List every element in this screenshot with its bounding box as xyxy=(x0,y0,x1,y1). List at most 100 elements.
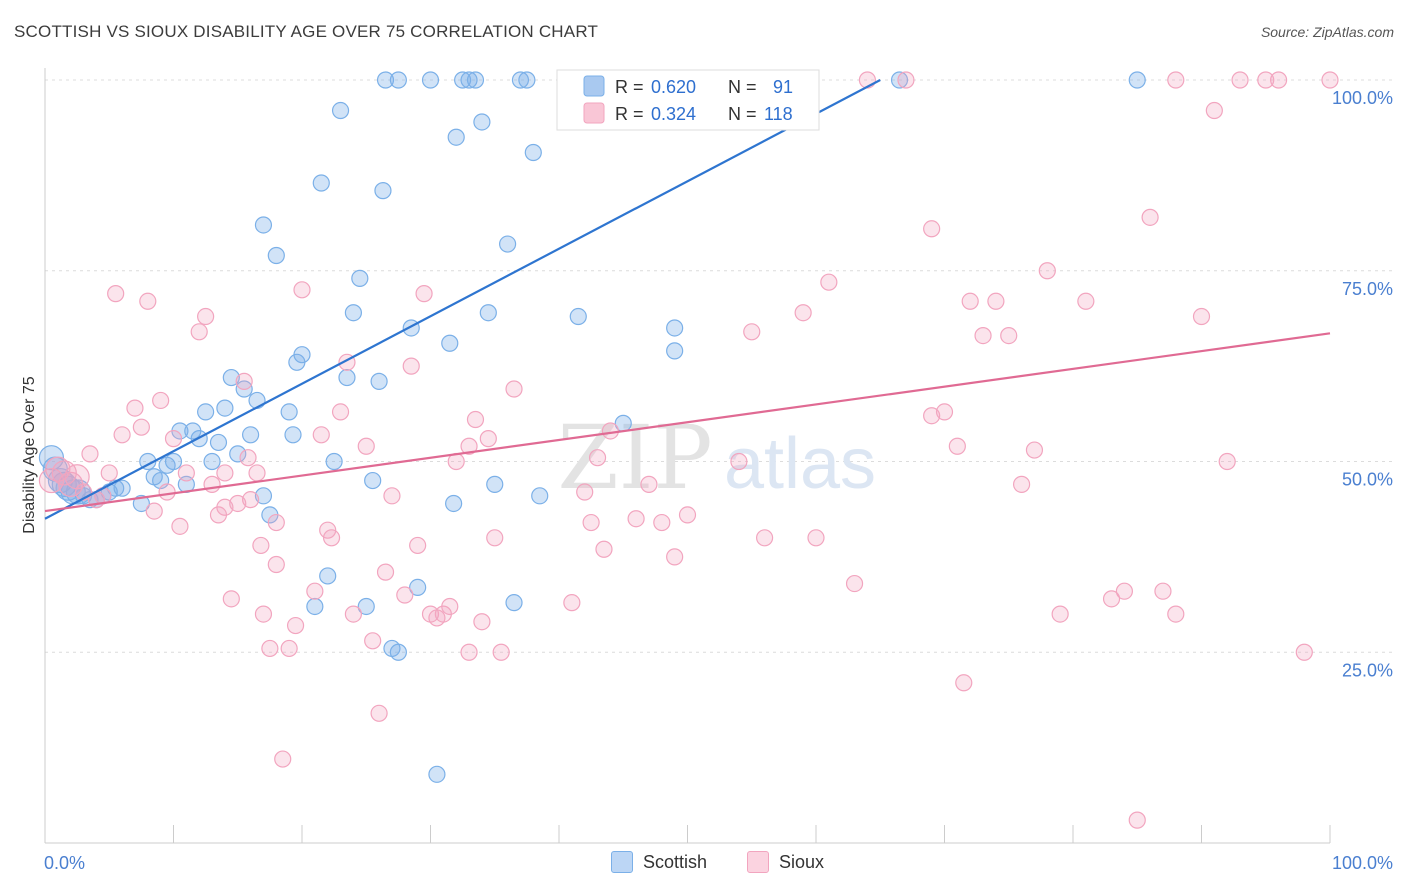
sioux-point-78 xyxy=(666,548,684,566)
scottish-point-36 xyxy=(267,246,285,265)
sioux-n-value: 118 xyxy=(764,104,793,124)
scottish-r-label: R = xyxy=(615,77,644,97)
sioux-point-94 xyxy=(974,327,992,345)
stats-legend: R = 0.620 N = 91 R = 0.324 N = 118 xyxy=(556,69,820,131)
sioux-point-84 xyxy=(807,529,825,547)
scottish-r-value: 0.620 xyxy=(651,77,696,97)
sioux-point-104 xyxy=(1141,208,1159,226)
legend-swatch-scottish xyxy=(611,851,633,873)
legend-item-sioux[interactable]: Sioux xyxy=(747,851,824,873)
sioux-point-25 xyxy=(216,464,234,482)
sioux-point-117 xyxy=(923,220,941,238)
sioux-point-103 xyxy=(1115,582,1134,600)
sioux-point-31 xyxy=(248,464,266,482)
sioux-point-63 xyxy=(460,643,478,661)
sioux-point-50 xyxy=(376,563,395,581)
scottish-point-29 xyxy=(229,445,247,463)
sioux-point-108 xyxy=(1218,452,1236,471)
sioux-r-value: 0.324 xyxy=(651,104,696,124)
sioux-point-61 xyxy=(460,437,478,455)
scottish-point-73 xyxy=(531,487,549,505)
grid-lines xyxy=(45,79,1392,653)
y-tick-label-50: 50.0% xyxy=(1342,470,1393,490)
sioux-point-54 xyxy=(409,536,427,555)
legend-label-scottish: Scottish xyxy=(643,851,708,872)
scottish-point-33 xyxy=(254,487,273,505)
sioux-point-30 xyxy=(242,491,260,509)
sioux-point-35 xyxy=(267,555,285,574)
sioux-point-46 xyxy=(344,605,362,623)
scottish-n-value: 91 xyxy=(773,77,793,97)
scottish-point-19 xyxy=(164,452,183,471)
sioux-r-label: R = xyxy=(615,104,644,124)
sioux-point-44 xyxy=(331,403,350,421)
scottish-point-13 xyxy=(113,479,131,497)
sioux-point-59 xyxy=(441,597,459,616)
sioux-point-37 xyxy=(280,639,298,658)
sioux-trend-line xyxy=(44,332,1331,513)
sioux-point-69 xyxy=(563,594,581,612)
sioux-point-66 xyxy=(486,529,504,547)
sioux-point-41 xyxy=(312,426,330,444)
scottish-point-66 xyxy=(479,304,497,322)
sioux-point-86 xyxy=(845,574,864,593)
sioux-point-32 xyxy=(252,536,270,555)
sioux-point-116 xyxy=(1154,582,1172,600)
sioux-point-26 xyxy=(222,590,240,608)
x-tick-label-0: 0.0% xyxy=(44,853,85,873)
sioux-point-114 xyxy=(1231,71,1249,89)
sioux-point-12 xyxy=(126,399,144,417)
sioux-point-74 xyxy=(601,422,620,440)
scottish-point-37 xyxy=(280,403,298,421)
sioux-point-101 xyxy=(1077,292,1095,310)
scottish-point-62 xyxy=(454,71,472,89)
scottish-point-26 xyxy=(209,433,228,452)
axes xyxy=(44,68,1331,844)
sioux-point-48 xyxy=(364,632,382,650)
sioux-point-15 xyxy=(145,502,163,520)
sioux-point-102 xyxy=(1102,590,1121,608)
scottish-point-41 xyxy=(306,597,324,616)
sioux-point-36 xyxy=(274,750,292,768)
sioux-point-106 xyxy=(1192,307,1211,326)
sioux-point-76 xyxy=(640,475,658,493)
legend-item-scottish[interactable]: Scottish xyxy=(611,851,707,873)
scottish-point-47 xyxy=(344,304,362,322)
sioux-point-73 xyxy=(595,540,613,558)
scottish-point-63 xyxy=(460,71,478,89)
sioux-point-119 xyxy=(216,498,234,516)
sioux-n-label: N = xyxy=(728,104,757,124)
scottish-point-35 xyxy=(254,216,273,234)
scottish-point-54 xyxy=(389,643,407,661)
y-tick-label-25: 25.0% xyxy=(1342,660,1393,680)
sioux-point-85 xyxy=(820,273,838,291)
scottish-point-83 xyxy=(376,71,395,89)
sioux-point-19 xyxy=(171,517,189,535)
scottish-point-58 xyxy=(428,765,446,783)
sioux-point-71 xyxy=(582,513,600,532)
scottish-point-76 xyxy=(666,319,684,337)
sioux-point-49 xyxy=(370,704,388,722)
scottish-point-25 xyxy=(203,452,221,471)
scottish-point-74 xyxy=(569,307,587,326)
y-axis-label: Disability Age Over 75 xyxy=(21,376,38,534)
sioux-point-92 xyxy=(955,674,973,692)
sioux-point-14 xyxy=(139,292,157,310)
sioux-point-105 xyxy=(1167,605,1185,623)
sioux-point-64 xyxy=(473,613,491,631)
sioux-point-10 xyxy=(107,285,125,303)
scottish-point-52 xyxy=(374,182,392,200)
sioux-point-80 xyxy=(730,452,748,471)
sioux-point-43 xyxy=(322,529,341,547)
sioux-point-96 xyxy=(1000,327,1018,345)
scottish-point-43 xyxy=(319,567,337,585)
sioux-point-23 xyxy=(203,475,221,493)
scottish-point-68 xyxy=(499,235,517,253)
sioux-point-77 xyxy=(653,513,671,532)
sioux-point-52 xyxy=(396,586,414,604)
scottish-point-70 xyxy=(511,71,530,89)
trend-lines xyxy=(44,79,1331,520)
scottish-point-31 xyxy=(242,426,260,444)
scottish-point-71 xyxy=(518,71,536,89)
